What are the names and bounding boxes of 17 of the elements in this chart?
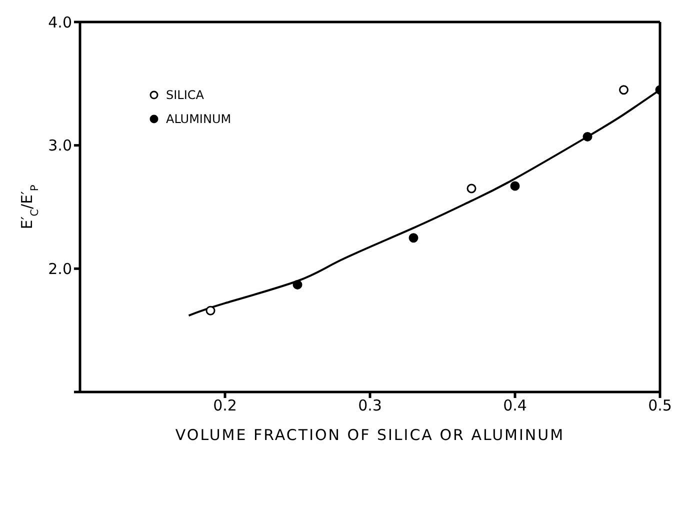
point [510, 181, 520, 191]
point [206, 306, 216, 316]
point [582, 132, 592, 142]
x-tick-label: 0.3 [358, 396, 382, 415]
legend-label: SILICA [166, 88, 204, 102]
point [466, 184, 476, 194]
x-tick-label: 0.4 [503, 396, 527, 415]
point [619, 85, 628, 95]
x-tick-label: 0.5 [648, 396, 672, 415]
point [292, 280, 302, 290]
x-tick-label: 0.2 [213, 396, 237, 415]
point [408, 233, 418, 243]
x-axis-title: VOLUME FRACTION OF SILICA OR ALUMINUM [175, 426, 565, 444]
y-tick-label: 4.0 [48, 13, 72, 32]
legend-label: ALUMINUM [166, 112, 232, 126]
y-tick-label: 3.0 [48, 136, 72, 155]
y-tick-label: 2.0 [48, 260, 72, 278]
